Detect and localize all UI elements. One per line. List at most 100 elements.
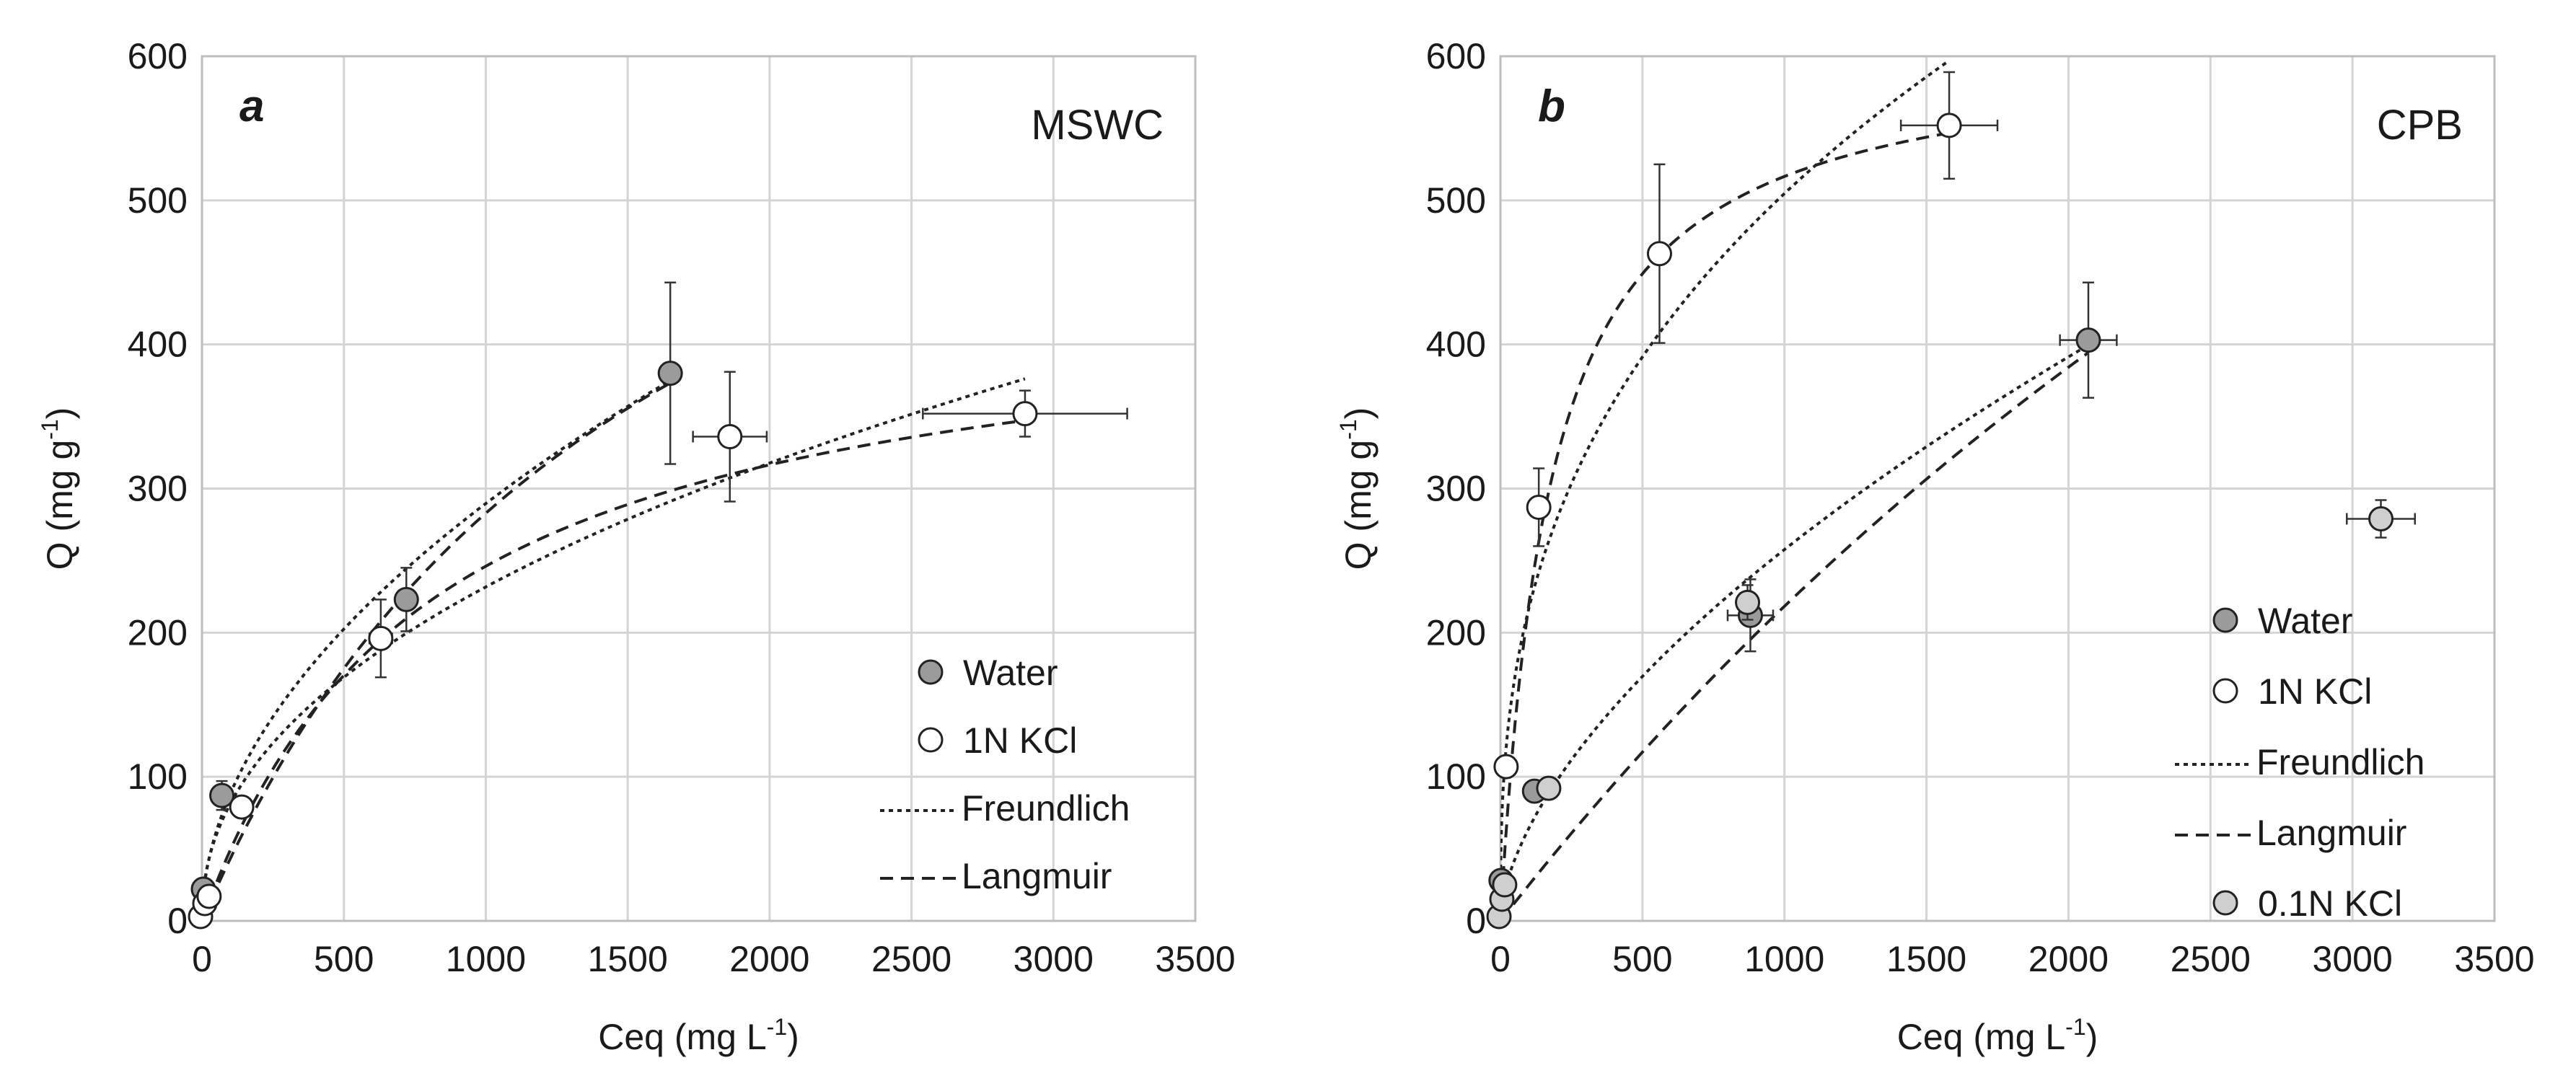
legend-label: Langmuir: [2256, 813, 2406, 853]
x-tick-label: 1500: [1886, 939, 1966, 979]
y-tick-label: 100: [1426, 756, 1486, 797]
series-water: [190, 281, 683, 902]
data-point-0-1n-kcl: [1735, 589, 1761, 615]
data-point-0-1n-kcl: [1536, 775, 1562, 801]
x-tick-label: 500: [314, 939, 374, 979]
y-tick-labels: 0 100 200 300 400 500 600: [1426, 36, 1486, 941]
data-point-water: [2075, 327, 2101, 353]
y-tick-label: 600: [128, 36, 188, 76]
panel-title: CPB: [2377, 102, 2463, 149]
y-axis-title-text: Q (mg g: [40, 440, 80, 570]
x-tick-label: 1500: [588, 939, 668, 979]
y-axis-title-text: Q (mg g: [1338, 440, 1379, 570]
langmuir-fit-curve-1n-kcl: [1500, 131, 1950, 921]
series-1n-kcl: [188, 371, 1128, 930]
x-tick-labels: 0 500 1000 1500 2000 2500 3000 3500: [192, 939, 1236, 979]
data-point-1n-kcl: [1012, 401, 1038, 427]
y-axis-title-close: ): [1338, 407, 1379, 420]
x-tick-label: 3000: [2313, 939, 2393, 979]
x-tick-label: 2500: [2171, 939, 2251, 979]
y-tick-label: 0: [167, 901, 188, 941]
y-axis-title-close: ): [40, 407, 80, 420]
y-tick-label: 400: [1426, 325, 1486, 365]
plot-area-frame: [1499, 55, 2496, 922]
y-tick-label: 500: [1426, 180, 1486, 221]
x-tick-label: 2000: [2028, 939, 2109, 979]
x-tick-label: 500: [1612, 939, 1672, 979]
data-point-1n-kcl: [1646, 241, 1672, 267]
x-axis-title-text: Ceq (mg L: [598, 1017, 766, 1057]
data-point-1n-kcl: [229, 794, 255, 820]
legend-label: 1N KCl: [2258, 671, 2372, 712]
x-tick-label: 1000: [1744, 939, 1824, 979]
y-tick-label: 300: [128, 469, 188, 509]
data-point-1n-kcl: [1936, 112, 1962, 138]
legend-marker: [2212, 678, 2238, 704]
x-axis-title: Ceq (mg L-1): [598, 1014, 799, 1057]
data-point-1n-kcl: [196, 883, 222, 909]
legend-label: Freundlich: [2256, 742, 2425, 782]
data-point-0-1n-kcl: [2368, 506, 2394, 531]
y-tick-label: 200: [1426, 612, 1486, 653]
y-tick-label: 0: [1466, 901, 1486, 941]
y-tick-label: 300: [1426, 469, 1486, 509]
x-tick-label: 3500: [2454, 939, 2534, 979]
panel-title: MSWC: [1031, 102, 1164, 149]
x-axis-title-superscript: -1: [767, 1014, 787, 1040]
y-axis-title: Q (mg g-1): [37, 407, 80, 570]
y-tick-label: 500: [128, 180, 188, 221]
legend: Water 1N KCl Freundlich Langmuir: [880, 653, 1130, 896]
legend-label: 0.1N KCl: [2258, 883, 2402, 924]
data-point-water: [209, 782, 235, 808]
freundlich-fit-curve-water: [1500, 343, 2090, 921]
y-tick-label: 200: [128, 612, 188, 653]
x-tick-label: 2500: [871, 939, 951, 979]
x-axis-title: Ceq (mg L-1): [1897, 1014, 2098, 1057]
y-tick-labels: 0 100 200 300 400 500 600: [128, 36, 188, 941]
data-point-1n-kcl: [368, 625, 394, 651]
legend-label: Water: [963, 653, 1058, 693]
legend: Water 1N KCl Freundlich Langmuir 0.1N KCl: [2175, 601, 2425, 924]
chart-panel-b: 0 500 1000 1500 2000 2500 3000 3500 0 100 200 300 40…: [1335, 36, 2535, 1057]
data-point-water: [657, 361, 683, 387]
freundlich-fit-curve-1n-kcl: [1500, 59, 1951, 921]
gridlines: [1499, 55, 2496, 922]
legend-marker: [918, 659, 944, 685]
x-axis-title-close: ): [2086, 1017, 2098, 1057]
y-axis-title-superscript: -1: [1335, 419, 1361, 439]
data-point-1n-kcl: [717, 424, 743, 450]
x-axis-title-text: Ceq (mg L: [1897, 1017, 2065, 1057]
langmuir-fit-curve-1n-kcl: [202, 419, 1026, 921]
x-axis-title-superscript: -1: [2065, 1014, 2085, 1040]
freundlich-fit-curve-water: [202, 379, 672, 921]
x-tick-label: 2000: [729, 939, 809, 979]
chart-panel-a: 0 500 1000 1500 2000 2500 3000 3500 0 100 200 300 40…: [37, 36, 1236, 1057]
legend-marker: [918, 727, 944, 753]
data-point-1n-kcl: [1526, 494, 1552, 520]
data-point-1n-kcl: [1493, 754, 1519, 780]
y-axis-title: Q (mg g-1): [1335, 407, 1379, 570]
y-tick-label: 100: [128, 756, 188, 797]
legend-label: Freundlich: [962, 788, 1130, 829]
series-0-1n-kcl: [1486, 499, 2417, 930]
langmuir-fit-curve-water: [202, 381, 672, 921]
legend-label: Water: [2258, 601, 2353, 641]
data-point-0-1n-kcl: [1492, 872, 1518, 898]
panel-letter: b: [1538, 81, 1565, 131]
series-1n-kcl: [1493, 71, 1999, 780]
fit-curves: [1500, 59, 2090, 921]
panel-letter: a: [239, 81, 264, 131]
legend-marker: [2212, 890, 2238, 916]
x-tick-label: 3000: [1014, 939, 1094, 979]
y-axis-title-superscript: -1: [37, 419, 63, 439]
x-tick-label: 0: [1490, 939, 1511, 979]
legend-marker: [2212, 607, 2238, 633]
legend-label: 1N KCl: [963, 720, 1077, 761]
x-tick-label: 3500: [1155, 939, 1235, 979]
y-tick-label: 600: [1426, 36, 1486, 76]
data-point-water: [393, 586, 419, 612]
x-tick-labels: 0 500 1000 1500 2000 2500 3000 3500: [1490, 939, 2535, 979]
gridlines: [201, 55, 1197, 922]
x-tick-label: 0: [192, 939, 212, 979]
